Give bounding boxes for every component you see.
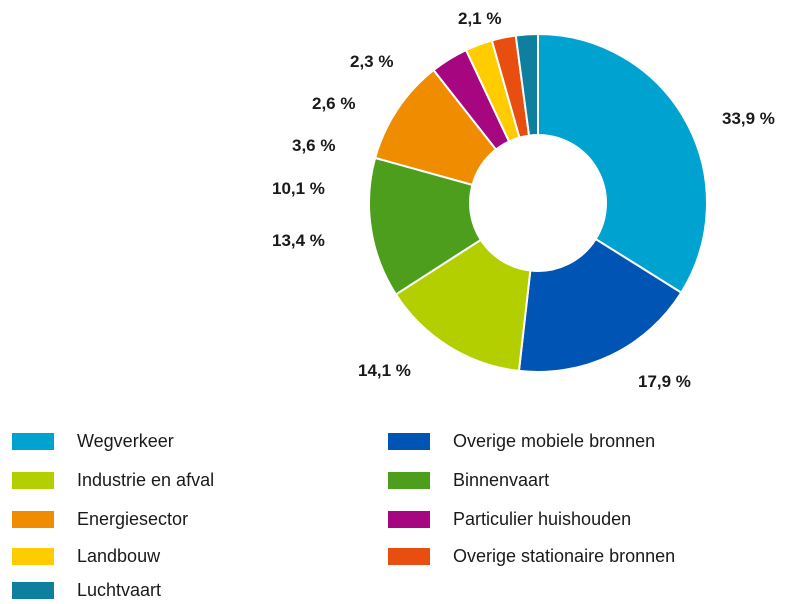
slice-overige-mobiele-bronnen bbox=[517, 237, 683, 373]
legend-item-luchtvaart: Luchtvaart bbox=[12, 580, 161, 600]
slice-luchtvaart bbox=[514, 32, 539, 137]
data-label-binnenvaart: 13,4 % bbox=[272, 231, 325, 250]
chart-slices bbox=[368, 32, 708, 373]
legend-item-overige-stationaire-bronnen: Overige stationaire bronnen bbox=[388, 546, 675, 566]
slice-wegverkeer bbox=[537, 32, 708, 295]
legend-item-binnenvaart: Binnenvaart bbox=[388, 470, 549, 490]
legend-swatch bbox=[388, 432, 430, 450]
data-label-industrie-en-afval: 14,1 % bbox=[358, 361, 411, 380]
legend-swatch bbox=[12, 471, 54, 489]
legend-item-particulier-huishouden: Particulier huishouden bbox=[388, 509, 631, 529]
legend-item-wegverkeer: Wegverkeer bbox=[12, 431, 174, 451]
legend-item-overige-mobiele-bronnen: Overige mobiele bronnen bbox=[388, 431, 655, 451]
legend-label: Wegverkeer bbox=[77, 430, 174, 451]
data-label-luchtvaart: 2,1 % bbox=[458, 9, 501, 28]
legend-label: Overige stationaire bronnen bbox=[453, 545, 676, 566]
slice-industrie-en-afval bbox=[394, 238, 532, 373]
data-label-energiesector: 10,1 % bbox=[272, 179, 325, 198]
legend-swatch bbox=[12, 432, 54, 450]
legend-item-energiesector: Energiesector bbox=[12, 509, 188, 529]
legend-label: Binnenvaart bbox=[453, 469, 550, 490]
legend-swatch bbox=[388, 471, 430, 489]
data-label-landbouw: 2,6 % bbox=[312, 94, 355, 113]
legend-label: Particulier huishouden bbox=[453, 508, 632, 529]
legend-swatch bbox=[388, 510, 430, 528]
chart-data-labels: 33,9 % 17,9 % 14,1 % 13,4 % 10,1 % 3,6 %… bbox=[272, 9, 775, 391]
data-label-overige-mobiele-bronnen: 17,9 % bbox=[638, 372, 691, 391]
legend-label: Industrie en afval bbox=[77, 469, 215, 490]
data-label-overige-stationaire-bronnen: 2,3 % bbox=[350, 52, 393, 71]
legend-label: Landbouw bbox=[77, 545, 161, 566]
legend-swatch bbox=[12, 510, 54, 528]
legend-label: Energiesector bbox=[77, 508, 189, 529]
legend-swatch bbox=[388, 547, 430, 565]
legend-swatch bbox=[12, 581, 54, 599]
legend-item-industrie-en-afval: Industrie en afval bbox=[12, 470, 214, 490]
legend-label: Luchtvaart bbox=[77, 579, 162, 600]
legend-item-landbouw: Landbouw bbox=[12, 546, 160, 566]
data-label-particulier-huishouden: 3,6 % bbox=[292, 136, 335, 155]
slice-binnenvaart bbox=[368, 156, 483, 296]
legend-swatch bbox=[12, 547, 54, 565]
data-label-wegverkeer: 33,9 % bbox=[722, 109, 775, 128]
legend-label: Overige mobiele bronnen bbox=[453, 430, 656, 451]
